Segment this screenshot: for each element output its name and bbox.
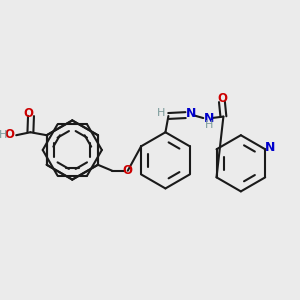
Text: O: O [123, 164, 133, 177]
Text: N: N [203, 112, 214, 125]
Text: H: H [157, 108, 165, 118]
Text: H: H [204, 121, 213, 130]
Text: N: N [265, 141, 276, 154]
Text: N: N [186, 107, 196, 120]
Text: H: H [0, 130, 8, 140]
Text: O: O [5, 128, 15, 141]
Text: O: O [24, 106, 34, 119]
Text: O: O [217, 92, 227, 105]
